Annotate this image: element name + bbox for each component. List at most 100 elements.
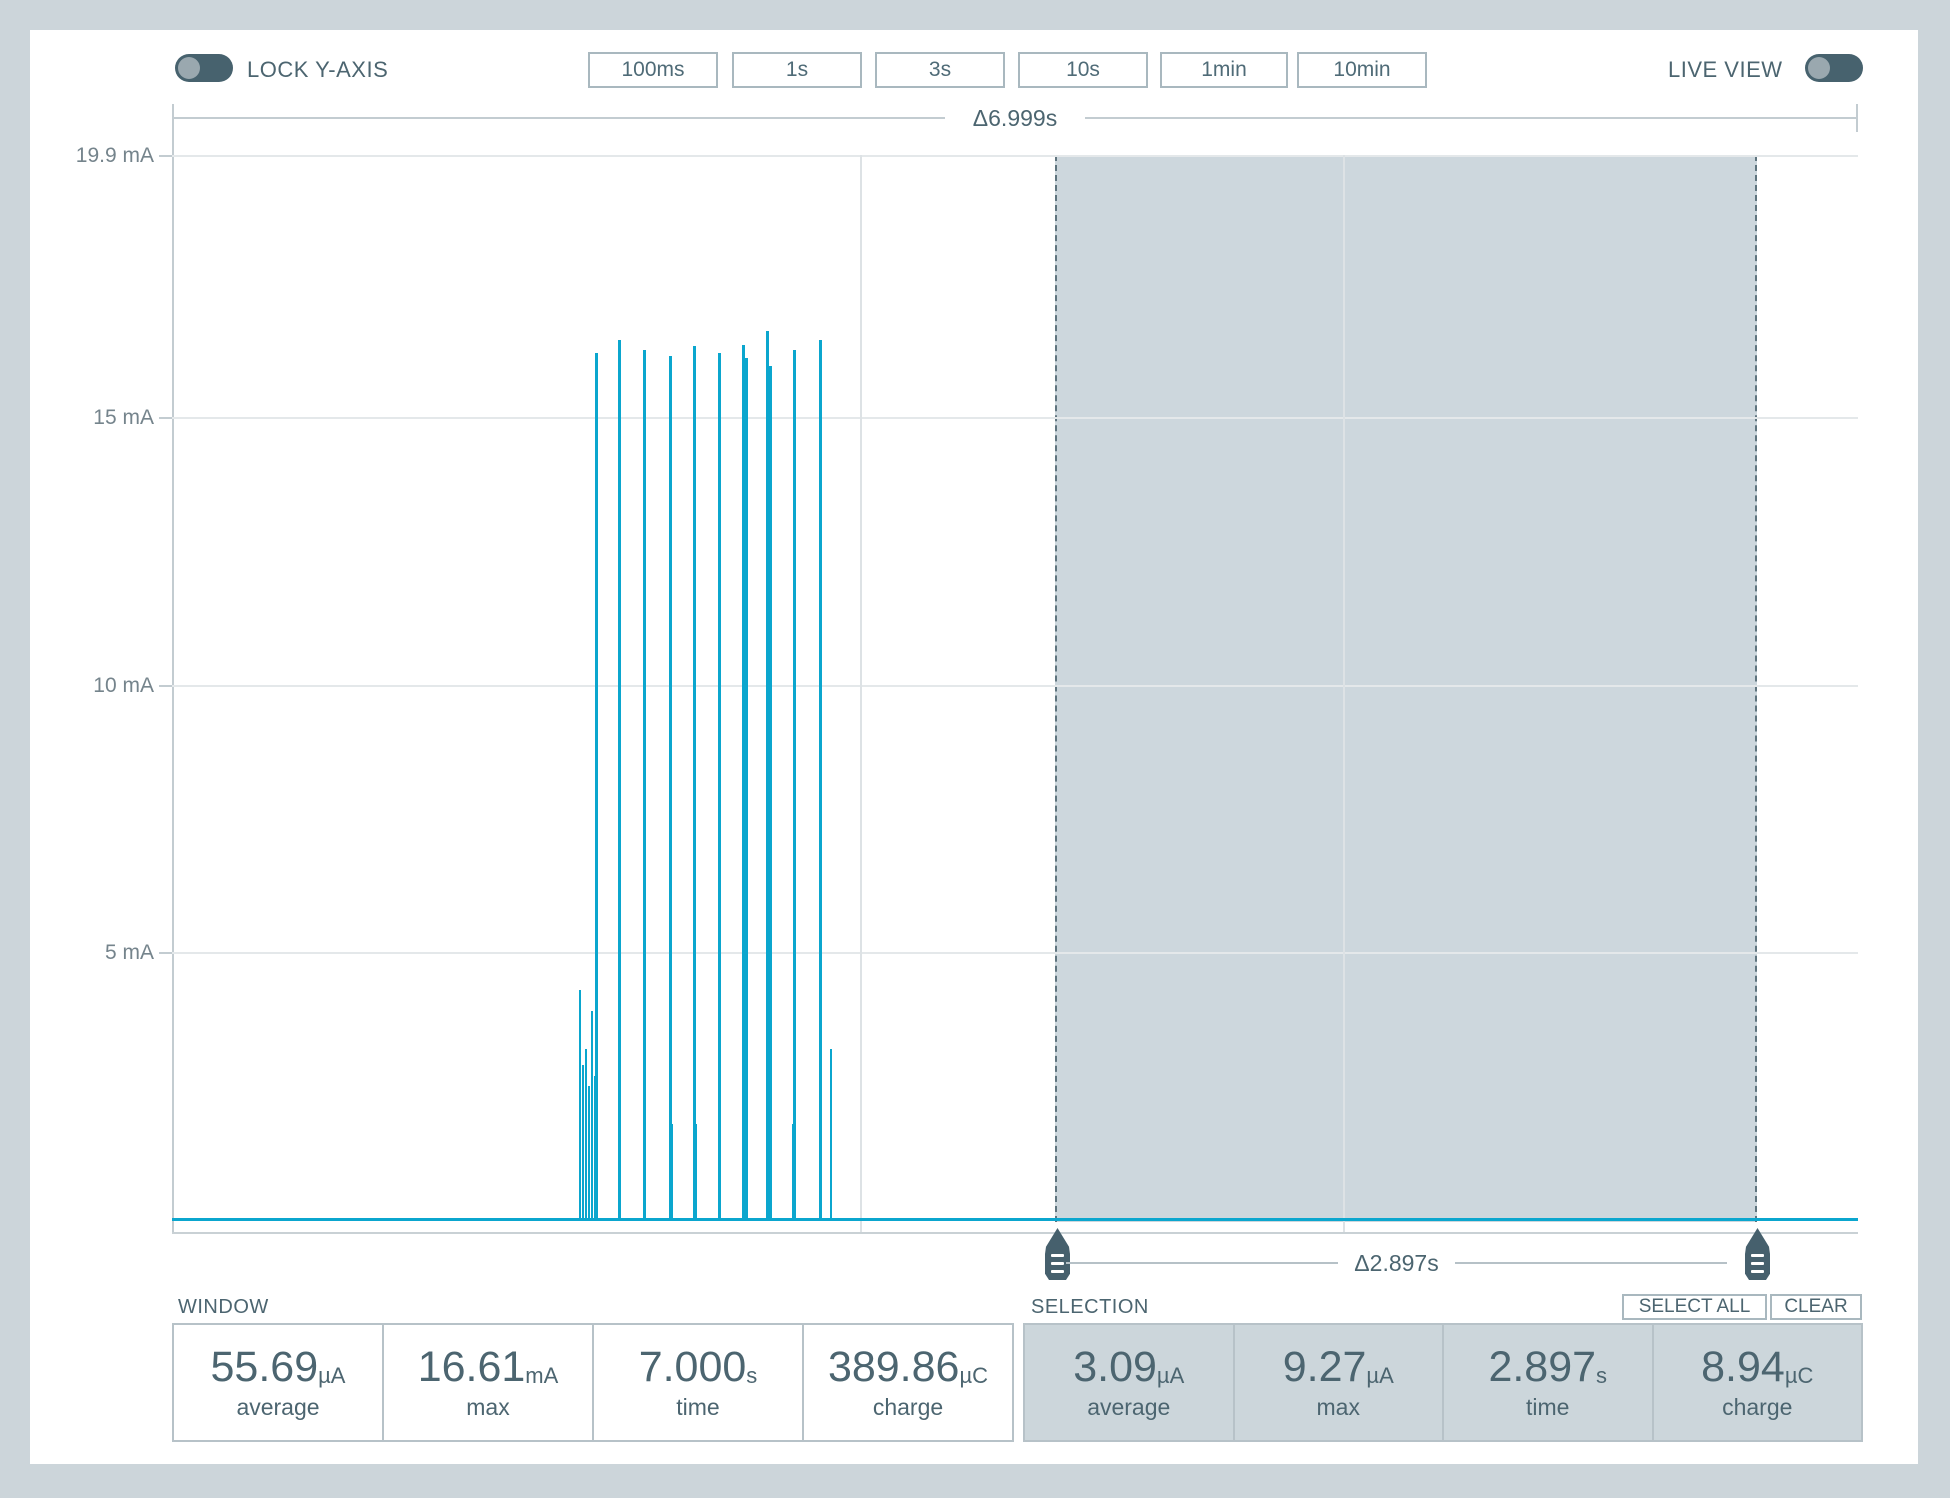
stat-unit: s: [1596, 1363, 1608, 1388]
y-tick-label-15mA: 15 mA: [93, 406, 154, 429]
current-spike: [591, 1011, 594, 1220]
stat-unit: µC: [959, 1363, 989, 1388]
gridline-19.9mA: [172, 155, 1858, 157]
range-button-3s[interactable]: 3s: [875, 52, 1005, 88]
stat-label: charge: [872, 1394, 944, 1420]
stat-value: 8.94: [1701, 1343, 1785, 1391]
current-spike: [585, 1048, 588, 1220]
window-delta-label: Δ6.999s: [945, 105, 1085, 131]
current-spike: [671, 1123, 674, 1220]
current-spike: [693, 346, 697, 1220]
stat-unit: µA: [1366, 1363, 1394, 1388]
lock-y-axis-label: LOCK Y-AXIS: [247, 57, 389, 82]
stat-unit: s: [746, 1363, 758, 1388]
window-stats-title: WINDOW: [178, 1296, 269, 1318]
grip-lines-icon: [1751, 1270, 1764, 1273]
gridline-10mA: [172, 685, 1858, 687]
stat-unit: µA: [1156, 1363, 1185, 1388]
selection-time-stat: 2.897s time: [1442, 1325, 1652, 1440]
current-spike: [695, 1123, 698, 1220]
current-spike: [718, 353, 722, 1220]
stat-label: max: [1316, 1394, 1360, 1420]
x-axis: [172, 1232, 1858, 1234]
live-view-label: LIVE VIEW: [1668, 57, 1783, 82]
window-charge-stat: 389.86µC charge: [802, 1325, 1012, 1440]
select-all-button[interactable]: SELECT ALL: [1622, 1294, 1767, 1320]
grip-lines-icon: [1751, 1262, 1764, 1265]
stat-value: 2.897: [1488, 1343, 1597, 1391]
stat-value: 16.61: [417, 1343, 526, 1391]
range-button-1min[interactable]: 1min: [1160, 52, 1288, 88]
stat-label: average: [1087, 1394, 1171, 1420]
current-spike: [643, 350, 647, 1220]
window-stats-box: 55.69µA average 16.61mA max 7.000s time …: [172, 1323, 1014, 1442]
y-axis: [172, 118, 174, 1232]
stat-unit: µA: [318, 1363, 346, 1388]
selection-average-stat: 3.09µA average: [1025, 1325, 1233, 1440]
grip-lines-icon: [1051, 1254, 1064, 1257]
y-tick: [159, 685, 172, 687]
stat-value: 55.69: [210, 1343, 319, 1391]
stat-label: max: [466, 1394, 510, 1420]
window-time-stat: 7.000s time: [592, 1325, 802, 1440]
current-spike: [818, 339, 822, 1220]
bracket-tick-right: [1856, 104, 1858, 132]
selection-delta-label: Δ2.897s: [1354, 1249, 1439, 1276]
toggle-knob-icon: [1808, 57, 1830, 79]
range-button-100ms[interactable]: 100ms: [588, 52, 718, 88]
y-tick-label-5mA: 5 mA: [104, 941, 154, 964]
current-spike: [588, 1086, 591, 1220]
stat-value: 389.86: [827, 1343, 960, 1391]
current-spike: [769, 366, 773, 1220]
current-spike: [594, 353, 598, 1220]
live-view-toggle[interactable]: [1805, 54, 1863, 82]
stat-value: 7.000: [638, 1343, 747, 1391]
lock-y-axis-toggle[interactable]: [175, 54, 233, 82]
gridline-vertical-1: [860, 155, 862, 1232]
current-spike: [579, 989, 581, 1220]
gridline-5mA: [172, 952, 1858, 954]
stat-label: time: [676, 1394, 720, 1420]
grip-lines-icon: [1751, 1254, 1764, 1257]
y-tick: [159, 155, 172, 157]
stat-value: 3.09: [1073, 1343, 1157, 1391]
current-spike: [745, 358, 749, 1220]
current-spike: [618, 339, 622, 1220]
current-spike: [669, 355, 673, 1220]
current-spike: [742, 344, 746, 1220]
grip-lines-icon: [1051, 1262, 1064, 1265]
gridline-15mA: [172, 417, 1858, 419]
clear-button[interactable]: CLEAR: [1770, 1294, 1862, 1320]
range-button-10min[interactable]: 10min: [1297, 52, 1427, 88]
current-spike: [582, 1064, 585, 1220]
selection-max-stat: 9.27µA max: [1232, 1325, 1443, 1440]
toggle-knob-icon: [178, 57, 200, 79]
main-panel: LOCK Y-AXIS 100ms 1s 3s 10s 1min 10min L…: [30, 30, 1918, 1464]
y-tick-label-10mA: 10 mA: [93, 674, 154, 697]
baseline-trace: [172, 1218, 1858, 1221]
stat-label: time: [1526, 1394, 1570, 1420]
window-average-stat: 55.69µA average: [174, 1325, 382, 1440]
stat-label: average: [236, 1394, 320, 1420]
selection-region[interactable]: [1055, 155, 1757, 1222]
range-button-1s[interactable]: 1s: [732, 52, 862, 88]
gridline-vertical-2: [1343, 155, 1345, 1232]
current-spike: [766, 330, 770, 1220]
selection-handle-right[interactable]: [1745, 1228, 1770, 1280]
current-spike: [793, 350, 797, 1220]
y-tick: [159, 952, 172, 954]
selection-charge-stat: 8.94µC charge: [1651, 1325, 1862, 1440]
range-button-10s[interactable]: 10s: [1018, 52, 1148, 88]
selection-stats-title: SELECTION: [1031, 1296, 1149, 1318]
y-tick: [159, 417, 172, 419]
selection-stats-box: 3.09µA average 9.27µA max 2.897s time 8.…: [1023, 1323, 1863, 1442]
stat-value: 9.27: [1282, 1343, 1367, 1391]
bracket-segment: [1454, 1262, 1728, 1264]
stat-unit: mA: [525, 1363, 559, 1388]
bracket-segment: [1066, 1262, 1339, 1264]
selection-delta-bracket: Δ2.897s: [1066, 1249, 1728, 1276]
stat-unit: µC: [1784, 1363, 1814, 1388]
window-max-stat: 16.61mA max: [382, 1325, 592, 1440]
stat-label: charge: [1722, 1394, 1793, 1420]
y-tick-label-19.9mA: 19.9 mA: [75, 144, 154, 167]
